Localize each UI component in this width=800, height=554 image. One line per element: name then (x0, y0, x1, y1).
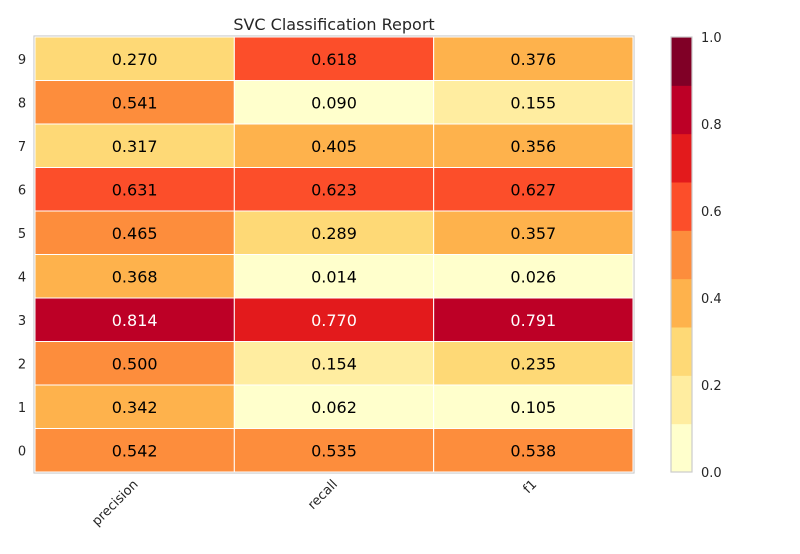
colorbar-segment (671, 375, 692, 425)
colorbar-segment (671, 182, 692, 231)
x-tick-label: recall (305, 477, 341, 513)
heatmap-cell (233, 254, 435, 299)
cell-value-label: 0.814 (112, 311, 158, 330)
heatmap-cell (34, 210, 235, 255)
cell-value-label: 0.770 (311, 311, 357, 330)
heatmap-cell (433, 36, 634, 81)
colorbar-tick-label: 0.0 (701, 466, 722, 481)
heatmap-cell (433, 167, 634, 212)
heatmap-frame (33, 35, 635, 474)
heatmap-cell (233, 167, 435, 212)
heatmap-cell (233, 36, 435, 81)
cell-value-label: 0.317 (112, 137, 158, 156)
y-tick-label: 9 (18, 53, 26, 68)
y-tick-label: 2 (18, 357, 26, 372)
y-tick-label: 1 (18, 401, 26, 416)
heatmap-cell (433, 210, 634, 255)
chart-title: SVC Classification Report (233, 15, 434, 34)
colorbar-segment (671, 278, 692, 328)
cell-value-label: 0.541 (112, 93, 158, 112)
cell-value-label: 0.542 (112, 441, 158, 460)
colorbar-segment (671, 133, 692, 183)
cell-value-label: 0.376 (510, 50, 556, 69)
y-tick-label: 4 (18, 270, 26, 285)
cell-value-label: 0.465 (112, 224, 158, 243)
heatmap-cell (34, 167, 235, 212)
colorbar-segment (671, 423, 692, 473)
y-tick-label: 8 (18, 96, 26, 111)
cell-value-label: 0.289 (311, 224, 357, 243)
cell-value-label: 0.090 (311, 93, 357, 112)
cell-value-label: 0.105 (510, 398, 556, 417)
y-tick-label: 6 (18, 183, 26, 198)
cell-value-label: 0.538 (510, 441, 556, 460)
cell-value-label: 0.405 (311, 137, 357, 156)
cell-value-label: 0.357 (510, 224, 556, 243)
cell-value-label: 0.235 (510, 354, 556, 373)
heatmap-cell (433, 384, 634, 429)
heatmap-cell (433, 297, 634, 342)
heatmap-cell (34, 341, 235, 386)
cell-value-label: 0.791 (510, 311, 556, 330)
cell-value-label: 0.026 (510, 267, 556, 286)
cell-value-label: 0.062 (311, 398, 357, 417)
x-tick-label: f1 (520, 477, 540, 497)
heatmap-cell (34, 123, 235, 168)
cell-value-label: 0.014 (311, 267, 357, 286)
colorbar-tick-label: 0.4 (701, 292, 722, 307)
heatmap-cell (233, 123, 435, 168)
cell-value-label: 0.631 (112, 180, 158, 199)
heatmap-cell (233, 384, 435, 429)
heatmap-cell (34, 428, 235, 473)
heatmap-cell (233, 297, 435, 342)
y-tick-label: 7 (18, 140, 26, 155)
heatmap-cell (34, 254, 235, 299)
x-tick-labels: precision recall f1 (89, 477, 540, 529)
cell-value-label: 0.270 (112, 50, 158, 69)
cell-value-labels: 0.270 0.618 0.376 0.541 0.090 0.155 0.317 0.405… (112, 50, 556, 461)
cell-value-label: 0.368 (112, 267, 158, 286)
y-tick-label: 0 (18, 444, 26, 459)
heatmap-cell (433, 123, 634, 168)
colorbar-tick-label: 0.2 (701, 379, 722, 394)
heatmap-cell (433, 254, 634, 299)
y-tick-label: 5 (18, 227, 26, 242)
cell-value-label: 0.155 (510, 93, 556, 112)
colorbar-segment (671, 230, 692, 280)
heatmap-cells (33, 35, 635, 474)
heatmap-cell (233, 210, 435, 255)
cell-value-label: 0.535 (311, 441, 357, 460)
heatmap-cell (34, 80, 235, 125)
colorbar-segment (671, 85, 692, 135)
colorbar-frame (670, 36, 693, 473)
heatmap-cell (433, 341, 634, 386)
colorbar-tick-label: 0.8 (701, 118, 722, 133)
cell-value-label: 0.618 (311, 50, 357, 69)
heatmap-cell (433, 428, 634, 473)
colorbar-tick-label: 1.0 (701, 31, 722, 46)
colorbar-segment (671, 37, 692, 86)
heatmap-cell (433, 80, 634, 125)
cell-value-label: 0.154 (311, 354, 357, 373)
heatmap-cell (233, 428, 435, 473)
heatmap-cell (233, 341, 435, 386)
y-tick-label: 3 (18, 314, 26, 329)
cell-value-label: 0.342 (112, 398, 158, 417)
x-tick-label: precision (89, 477, 141, 529)
colorbar: 0.0 0.2 0.4 0.6 0.8 1.0 (670, 31, 722, 481)
cell-value-label: 0.500 (112, 354, 158, 373)
colorbar-segment (671, 327, 692, 376)
colorbar-tick-label: 0.6 (701, 205, 722, 220)
y-tick-labels: 9 8 7 6 5 4 3 2 1 0 (18, 53, 26, 460)
cell-value-label: 0.356 (510, 137, 556, 156)
cell-value-label: 0.627 (510, 180, 556, 199)
cell-value-label: 0.623 (311, 180, 357, 199)
